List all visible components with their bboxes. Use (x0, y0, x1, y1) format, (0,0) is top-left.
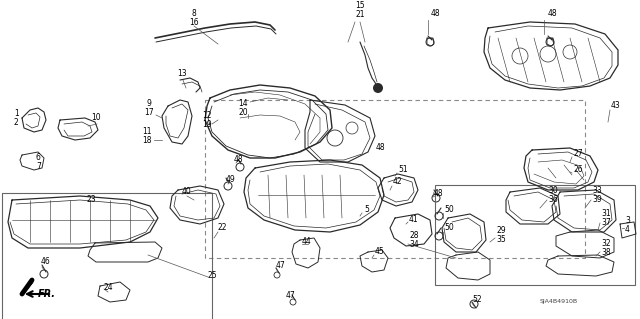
Text: 24: 24 (104, 283, 114, 292)
Text: 50: 50 (444, 205, 454, 214)
Text: 48: 48 (234, 155, 244, 165)
Text: 13: 13 (177, 70, 187, 78)
Text: 48: 48 (376, 144, 386, 152)
Text: 3
4: 3 4 (625, 216, 630, 234)
Text: 43: 43 (611, 100, 621, 109)
Text: 47: 47 (285, 291, 295, 300)
Text: 48: 48 (434, 189, 444, 197)
Text: 40: 40 (181, 188, 191, 197)
Text: 31
37: 31 37 (601, 209, 611, 227)
Text: 5: 5 (364, 205, 369, 214)
Text: 22: 22 (218, 224, 227, 233)
Text: SJA4B4910B: SJA4B4910B (540, 299, 578, 303)
Text: 8
16: 8 16 (189, 9, 199, 27)
Text: 52: 52 (472, 295, 482, 305)
Text: 33
39: 33 39 (592, 186, 602, 204)
Bar (2, 193, 212, 319)
Text: 30
36: 30 36 (548, 186, 557, 204)
Text: 51: 51 (398, 166, 408, 174)
Text: 28
34: 28 34 (409, 231, 419, 249)
Text: 23: 23 (86, 196, 96, 204)
Text: 15
21: 15 21 (355, 1, 365, 19)
Text: 46: 46 (41, 257, 51, 266)
Text: 12
19: 12 19 (202, 111, 212, 129)
Text: 32
38: 32 38 (601, 239, 611, 257)
Text: 42: 42 (393, 177, 403, 187)
Text: 25: 25 (208, 271, 218, 279)
Text: 48: 48 (431, 10, 440, 19)
Bar (205, 100, 585, 258)
Text: 9
17: 9 17 (145, 99, 154, 117)
Bar (435, 185, 635, 285)
Text: 6
7: 6 7 (36, 153, 41, 171)
Circle shape (373, 83, 383, 93)
Text: 26: 26 (573, 166, 582, 174)
Text: 11
18: 11 18 (143, 127, 152, 145)
Text: 49: 49 (226, 175, 236, 184)
Text: 44: 44 (302, 238, 312, 247)
Text: 14
20: 14 20 (238, 99, 248, 117)
Text: 47: 47 (276, 261, 285, 270)
Text: 29
35: 29 35 (496, 226, 506, 244)
Text: 48: 48 (548, 10, 557, 19)
Text: 41: 41 (409, 216, 419, 225)
Text: 1
2: 1 2 (14, 109, 19, 127)
Text: 10: 10 (91, 114, 101, 122)
Text: 50: 50 (444, 224, 454, 233)
Text: 45: 45 (375, 248, 385, 256)
Text: FR.: FR. (38, 289, 56, 299)
Text: 27: 27 (573, 149, 582, 158)
